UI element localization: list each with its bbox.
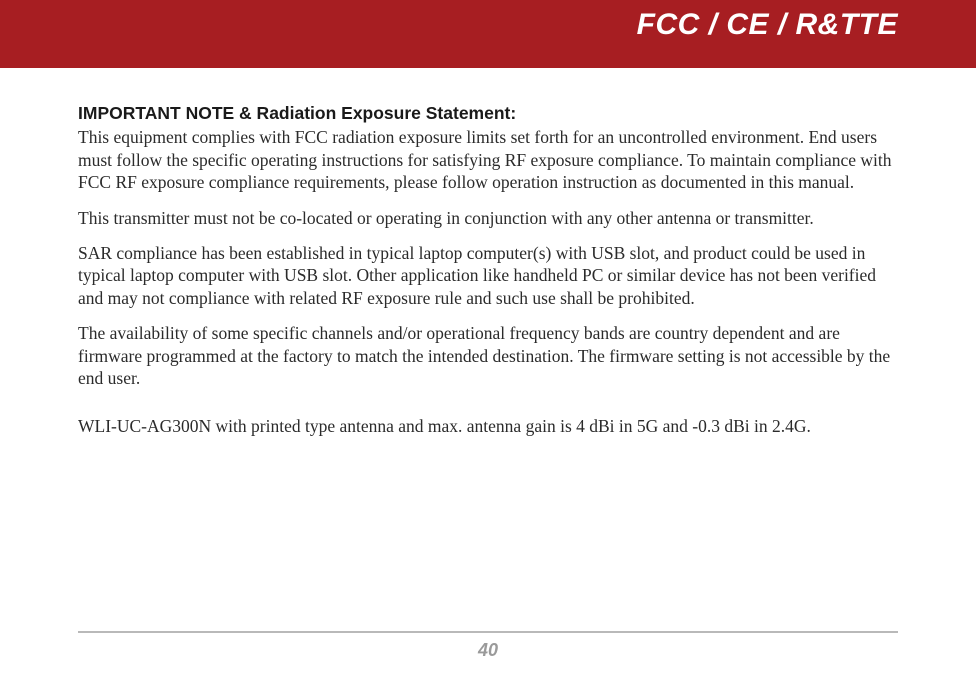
- paragraph-3: SAR compliance has been established in t…: [78, 242, 898, 309]
- paragraph-4: The availability of some specific channe…: [78, 322, 898, 389]
- header-bar: FCC / CE / R&TTE: [0, 0, 976, 68]
- section-heading: IMPORTANT NOTE & Radiation Exposure Stat…: [78, 102, 898, 124]
- footer-divider: [78, 631, 898, 633]
- paragraph-5: WLI-UC-AG300N with printed type antenna …: [78, 415, 898, 437]
- paragraph-2: This transmitter must not be co-located …: [78, 207, 898, 229]
- header-title: FCC / CE / R&TTE: [637, 8, 898, 42]
- page-number: 40: [0, 640, 976, 661]
- document-content: IMPORTANT NOTE & Radiation Exposure Stat…: [0, 68, 976, 438]
- paragraph-1: This equipment complies with FCC radiati…: [78, 126, 898, 193]
